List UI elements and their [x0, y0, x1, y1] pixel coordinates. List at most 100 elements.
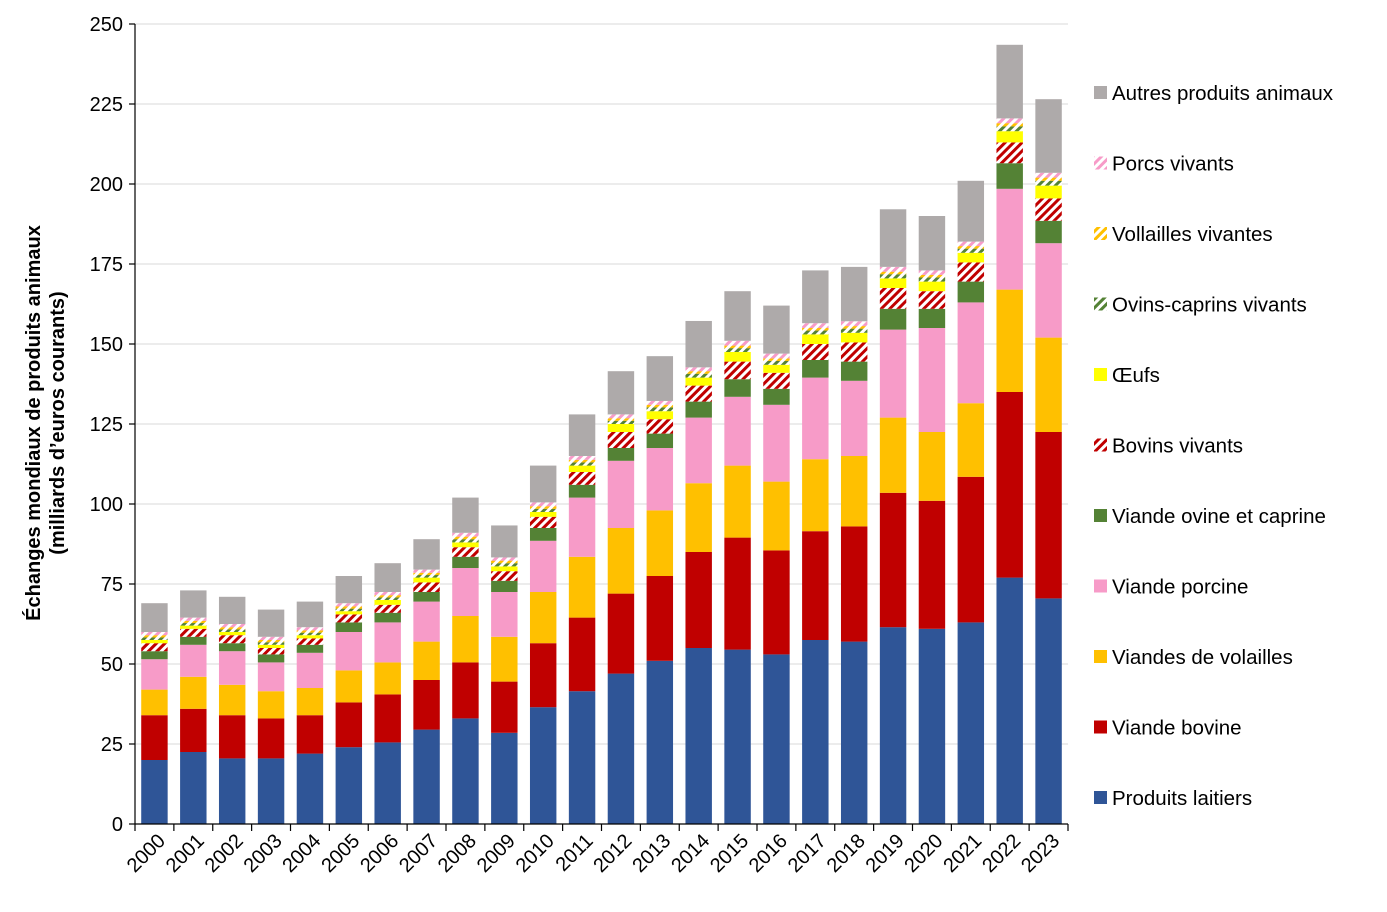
bar-vollailles-vivantes-2015 [724, 345, 751, 349]
y-tick-label-125: 125 [90, 414, 123, 436]
bar-viandes-de-volailles-2002 [218, 684, 246, 716]
bar-porcs-vivants-2018 [840, 321, 868, 327]
bar-vollailles-vivantes-2018 [840, 326, 868, 329]
bars [141, 44, 1062, 824]
bar-viande-bovine-2017 [802, 531, 829, 640]
bar-oeufs-2023 [1035, 185, 1062, 199]
bar-bovins-vivants-2021 [957, 262, 985, 282]
bar-viande-porcine-2008 [452, 568, 479, 616]
bar-bovins-vivants-2023 [1035, 198, 1062, 221]
bar-produits-laitiers-2010 [529, 707, 557, 824]
bar-vollailles-vivantes-2017 [802, 328, 829, 331]
bar-bovins-vivants-2017 [802, 344, 829, 360]
legend-swatch-bovins-vivants [1094, 438, 1107, 452]
y-tick-label-225: 225 [90, 94, 123, 116]
bar-porcs-vivants-2011 [568, 456, 596, 460]
bar-porcs-vivants-2014 [685, 367, 712, 372]
bar-stack-2017 [802, 270, 829, 824]
legend-swatch-viandes-de-volailles [1094, 650, 1107, 663]
bar-viande-ovine-et-caprine-2021 [957, 281, 985, 303]
bar-autres-produits-animaux-2005 [335, 576, 363, 604]
bar-bovins-vivants-2007 [413, 582, 440, 592]
bar-autres-produits-animaux-2000 [141, 603, 168, 632]
bar-porcs-vivants-2023 [1035, 172, 1062, 178]
bar-bovins-vivants-2012 [607, 432, 635, 448]
bar-oeufs-2020 [918, 281, 946, 292]
bar-viande-porcine-2011 [568, 497, 596, 557]
y-axis-label-line-1: Échanges mondiaux de produits animaux [22, 225, 45, 621]
bar-vollailles-vivantes-2014 [685, 371, 712, 374]
bar-viande-porcine-2020 [918, 328, 946, 432]
bar-autres-produits-animaux-2017 [802, 270, 829, 324]
bar-viande-porcine-2006 [374, 622, 401, 663]
bar-stack-2018 [840, 266, 868, 824]
bar-viande-bovine-2023 [1035, 432, 1062, 599]
bar-vollailles-vivantes-2007 [413, 572, 440, 576]
bar-autres-produits-animaux-2001 [180, 590, 207, 618]
y-tick-label-50: 50 [101, 654, 123, 676]
bar-autres-produits-animaux-2011 [568, 414, 596, 456]
legend-label-ovins-caprins-vivants: Ovins-caprins vivants [1112, 294, 1307, 317]
bar-produits-laitiers-2021 [957, 622, 985, 824]
bar-ovins-caprins-vivants-2009 [491, 563, 518, 567]
x-tick-label-2000: 2000 [123, 830, 170, 877]
bar-autres-produits-animaux-2019 [879, 209, 907, 267]
bar-viande-ovine-et-caprine-2003 [257, 654, 285, 663]
bar-stack-2009 [491, 525, 518, 824]
bar-bovins-vivants-2005 [335, 614, 363, 623]
bar-stack-2006 [374, 563, 401, 824]
bar-viandes-de-volailles-2000 [141, 689, 168, 716]
bar-stack-2013 [646, 356, 674, 824]
bar-viande-ovine-et-caprine-2011 [568, 484, 596, 498]
bar-viande-porcine-2009 [491, 592, 518, 637]
bar-viande-ovine-et-caprine-2015 [724, 379, 751, 397]
bar-bovins-vivants-2015 [724, 361, 751, 380]
bar-vollailles-vivantes-2023 [1035, 177, 1062, 181]
bar-viandes-de-volailles-2011 [568, 556, 596, 618]
bar-porcs-vivants-2000 [141, 632, 168, 636]
legend-item-ovins-caprins-vivants: Ovins-caprins vivants [1094, 294, 1307, 317]
bar-autres-produits-animaux-2021 [957, 180, 985, 242]
legend-swatch-porcs-vivants [1094, 156, 1107, 170]
bar-bovins-vivants-2001 [180, 628, 207, 637]
bar-vollailles-vivantes-2008 [452, 536, 479, 540]
bar-vollailles-vivantes-2013 [646, 404, 674, 408]
bar-vollailles-vivantes-2019 [879, 271, 907, 275]
bar-porcs-vivants-2015 [724, 340, 751, 346]
legend-label-bovins-vivants: Bovins vivants [1112, 435, 1243, 458]
bar-ovins-caprins-vivants-2015 [724, 348, 751, 352]
bar-oeufs-2001 [180, 625, 207, 629]
bar-porcs-vivants-2004 [296, 627, 324, 631]
bar-viande-ovine-et-caprine-2002 [218, 643, 246, 652]
bar-autres-produits-animaux-2020 [918, 216, 946, 271]
bar-porcs-vivants-2012 [607, 414, 635, 419]
bar-bovins-vivants-2000 [141, 643, 168, 652]
bar-vollailles-vivantes-2003 [257, 640, 285, 643]
bar-bovins-vivants-2020 [918, 291, 946, 309]
bar-oeufs-2005 [335, 611, 363, 615]
legend: Autres produits animaux Porcs vivants Voll… [1094, 82, 1334, 810]
bar-stack-2022 [996, 44, 1023, 824]
bar-ovins-caprins-vivants-2013 [646, 407, 674, 412]
bar-viandes-de-volailles-2017 [802, 459, 829, 532]
bar-autres-produits-animaux-2012 [607, 371, 635, 415]
bar-ovins-caprins-vivants-2012 [607, 420, 635, 424]
bar-vollailles-vivantes-2012 [607, 418, 635, 421]
bar-viande-porcine-2021 [957, 302, 985, 404]
bar-ovins-caprins-vivants-2007 [413, 575, 440, 578]
bar-viande-porcine-2022 [996, 188, 1023, 290]
x-tick-label-2004: 2004 [278, 830, 325, 877]
x-tick-label-2008: 2008 [434, 830, 481, 877]
bar-produits-laitiers-2013 [646, 660, 674, 824]
bar-viande-ovine-et-caprine-2008 [452, 556, 479, 568]
bar-bovins-vivants-2022 [996, 142, 1023, 164]
y-tick-label-75: 75 [101, 574, 123, 596]
bar-vollailles-vivantes-2001 [180, 620, 207, 624]
y-tick-label-200: 200 [90, 174, 123, 196]
bar-bovins-vivants-2016 [763, 372, 790, 389]
bar-bovins-vivants-2010 [529, 516, 557, 528]
bar-viande-porcine-2013 [646, 448, 674, 511]
bar-autres-produits-animaux-2010 [529, 465, 557, 503]
bar-porcs-vivants-2005 [335, 603, 363, 607]
legend-swatch-viande-porcine [1094, 579, 1107, 593]
